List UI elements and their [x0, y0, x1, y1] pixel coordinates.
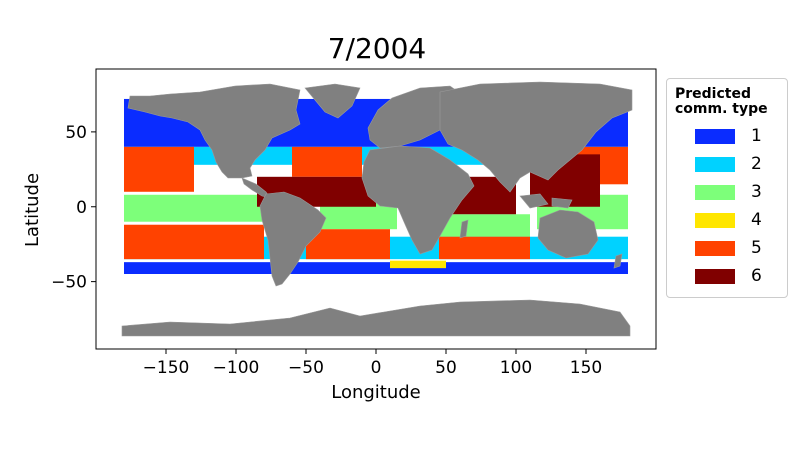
x-axis-ticks: −150 −100 −50 0 50 100 150 — [143, 349, 602, 378]
series-4 — [390, 260, 446, 269]
legend-swatch — [695, 213, 735, 228]
legend-label: 3 — [751, 182, 762, 202]
region-5-2 — [439, 236, 530, 260]
australia-landmass — [537, 209, 599, 259]
southeast-asia-islands — [519, 193, 573, 209]
madagascar-landmass — [459, 219, 469, 239]
x-tick-label: 150 — [570, 358, 602, 378]
y-tick-label: −50 — [51, 273, 87, 293]
antarctica-landmass — [121, 299, 631, 337]
x-tick-label: 100 — [500, 358, 532, 378]
legend: Predicted comm. type 1 2 3 4 5 6 — [666, 78, 788, 298]
greenland-landmass — [304, 83, 361, 119]
legend-swatch — [695, 269, 735, 284]
legend-entry-5: 5 — [695, 237, 785, 263]
x-tick-label: 0 — [371, 358, 382, 378]
region-3-0 — [124, 194, 264, 222]
region-5-0 — [124, 224, 264, 260]
legend-entry-3: 3 — [695, 181, 785, 207]
series-5 — [124, 146, 628, 260]
x-tick-label: −150 — [143, 358, 190, 378]
south-america-landmass — [259, 191, 327, 287]
africa-landmass — [361, 145, 475, 255]
x-tick-label: −50 — [288, 358, 324, 378]
legend-label: 1 — [751, 126, 762, 146]
region-5-3 — [124, 146, 194, 192]
x-tick-label: −100 — [213, 358, 260, 378]
y-tick-label: 0 — [76, 198, 87, 218]
legend-label: 6 — [751, 266, 762, 286]
y-axis-label: Latitude — [22, 173, 43, 247]
legend-label: 5 — [751, 238, 762, 258]
legend-entry-6: 6 — [695, 265, 785, 291]
region-5-1 — [306, 229, 390, 260]
x-axis-label: Longitude — [331, 382, 421, 403]
legend-swatch — [695, 241, 735, 256]
north-america-landmass — [127, 83, 301, 179]
legend-entry-4: 4 — [695, 209, 785, 235]
legend-swatch — [695, 157, 735, 172]
land-layer — [121, 81, 633, 337]
asia-landmass — [439, 81, 633, 193]
region-3-2 — [432, 214, 530, 237]
series-3 — [124, 194, 628, 237]
region-1-1 — [124, 262, 628, 274]
legend-title: Predicted comm. type — [675, 86, 768, 117]
x-tick-label: 50 — [435, 358, 457, 378]
legend-entry-1: 1 — [695, 125, 785, 151]
legend-swatch — [695, 185, 735, 200]
legend-swatch — [695, 129, 735, 144]
chart-title: 7/2004 — [327, 32, 427, 65]
y-tick-label: 50 — [65, 123, 87, 143]
region-5-4 — [292, 146, 362, 177]
legend-label: 4 — [751, 210, 762, 230]
y-axis-ticks: −50 0 50 — [51, 123, 96, 293]
legend-entry-2: 2 — [695, 153, 785, 179]
new-zealand-landmass — [613, 253, 623, 269]
region-4-0 — [390, 260, 446, 269]
legend-label: 2 — [751, 154, 762, 174]
